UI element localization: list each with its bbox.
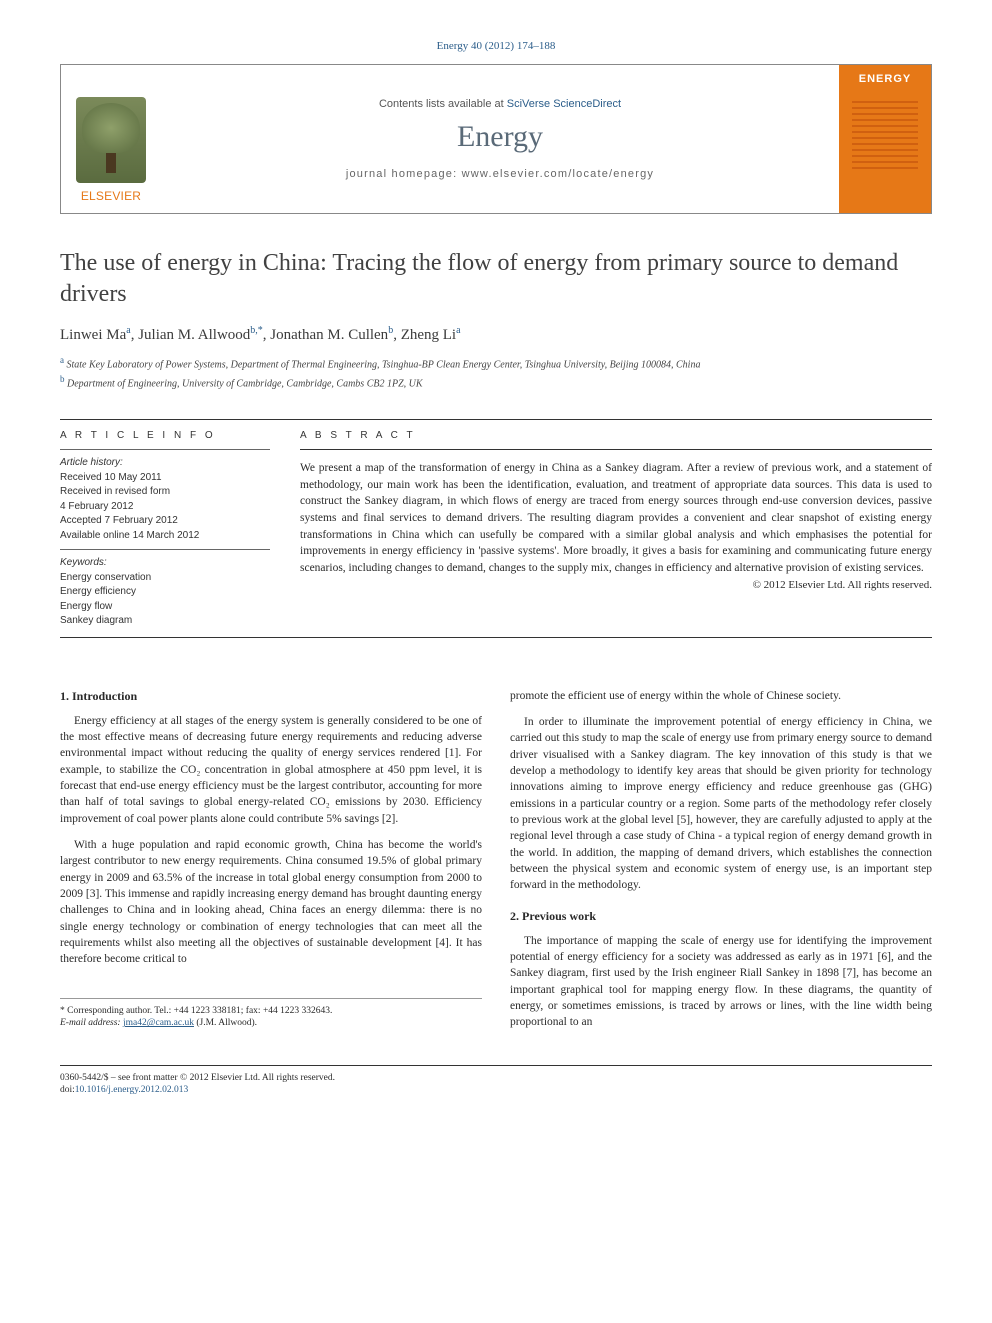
keyword-1: Energy conservation (60, 572, 151, 583)
cover-title: ENERGY (859, 73, 911, 85)
section-1-para-4: In order to illuminate the improvement p… (510, 714, 932, 894)
sciencedirect-link[interactable]: SciVerse ScienceDirect (507, 98, 621, 110)
section-1-para-1: Energy efficiency at all stages of the e… (60, 713, 482, 827)
footer-doi-link[interactable]: 10.1016/j.energy.2012.02.013 (75, 1085, 188, 1095)
journal-cover-thumbnail: ENERGY (839, 65, 931, 213)
journal-header-center: Contents lists available at SciVerse Sci… (161, 65, 839, 213)
history-revised: Received in revised form (60, 486, 170, 497)
author-1: Linwei Ma (60, 327, 126, 343)
elsevier-tree-icon (76, 97, 146, 183)
contents-available-line: Contents lists available at SciVerse Sci… (379, 98, 621, 110)
history-online: Available online 14 March 2012 (60, 530, 199, 541)
affiliation-b: b Department of Engineering, University … (60, 373, 932, 391)
footer-doi-label: doi: (60, 1085, 75, 1095)
author-4: Zheng Li (401, 327, 456, 343)
body-col-right: promote the efficient use of energy with… (510, 688, 932, 1041)
author-3: Jonathan M. Cullen (270, 327, 388, 343)
affiliation-a: a State Key Laboratory of Power Systems,… (60, 354, 932, 372)
footer-doi-line: doi:10.1016/j.energy.2012.02.013 (60, 1084, 482, 1097)
author-2-corr: * (258, 325, 263, 336)
body-two-column: 1. Introduction Energy efficiency at all… (60, 688, 932, 1041)
section-2-para-1: The importance of mapping the scale of e… (510, 933, 932, 1031)
history-label: Article history: (60, 457, 123, 468)
body-col-left: 1. Introduction Energy efficiency at all… (60, 688, 482, 1041)
article-info-column: A R T I C L E I N F O Article history: R… (60, 430, 270, 629)
divider (60, 549, 270, 550)
article-title: The use of energy in China: Tracing the … (60, 248, 932, 309)
divider (300, 449, 932, 450)
footer-left: 0360-5442/$ – see front matter © 2012 El… (60, 1072, 482, 1098)
affiliation-a-text: State Key Laboratory of Power Systems, D… (67, 360, 701, 371)
affiliation-b-text: Department of Engineering, University of… (67, 378, 423, 389)
abstract-label: A B S T R A C T (300, 430, 932, 441)
section-1-heading: 1. Introduction (60, 688, 482, 705)
keywords-label: Keywords: (60, 557, 107, 568)
section-1-para-3: promote the efficient use of energy with… (510, 688, 932, 704)
history-revised-date: 4 February 2012 (60, 501, 133, 512)
keyword-3: Energy flow (60, 601, 112, 612)
divider (60, 637, 932, 638)
keywords-block: Keywords: Energy conservation Energy eff… (60, 556, 270, 629)
section-1-para-2: With a huge population and rapid economi… (60, 837, 482, 968)
keyword-2: Energy efficiency (60, 586, 136, 597)
section-2-heading: 2. Previous work (510, 908, 932, 925)
info-abstract-row: A R T I C L E I N F O Article history: R… (60, 430, 932, 629)
footer-right (510, 1072, 932, 1098)
author-2-aff: b, (250, 325, 258, 336)
corr-email-line: E-mail address: jma42@cam.ac.uk (J.M. Al… (60, 1017, 482, 1030)
journal-homepage[interactable]: journal homepage: www.elsevier.com/locat… (346, 168, 654, 180)
corr-phone: * Corresponding author. Tel.: +44 1223 3… (60, 1005, 482, 1018)
author-1-aff: a (126, 325, 130, 336)
abstract-text: We present a map of the transformation o… (300, 460, 932, 577)
keyword-4: Sankey diagram (60, 615, 132, 626)
corr-email-label: E-mail address: (60, 1018, 123, 1028)
abstract-copyright: © 2012 Elsevier Ltd. All rights reserved… (300, 579, 932, 591)
publisher-logo: ELSEVIER (61, 65, 161, 213)
cover-art-icon (852, 99, 918, 169)
journal-header: ELSEVIER Contents lists available at Sci… (60, 64, 932, 214)
abstract-column: A B S T R A C T We present a map of the … (300, 430, 932, 629)
corr-email-who: (J.M. Allwood). (194, 1018, 257, 1028)
journal-reference: Energy 40 (2012) 174–188 (60, 40, 932, 52)
author-list: Linwei Maa, Julian M. Allwoodb,*, Jonath… (60, 325, 932, 344)
footer-issn: 0360-5442/$ – see front matter © 2012 El… (60, 1072, 482, 1085)
article-history: Article history: Received 10 May 2011 Re… (60, 456, 270, 543)
page-footer: 0360-5442/$ – see front matter © 2012 El… (60, 1065, 932, 1098)
article-info-label: A R T I C L E I N F O (60, 430, 270, 441)
author-2: Julian M. Allwood (138, 327, 250, 343)
contents-prefix: Contents lists available at (379, 98, 507, 110)
history-received: Received 10 May 2011 (60, 472, 162, 483)
divider (60, 419, 932, 420)
corr-email-link[interactable]: jma42@cam.ac.uk (123, 1018, 194, 1028)
publisher-name: ELSEVIER (81, 189, 141, 203)
author-3-aff: b (388, 325, 393, 336)
author-4-aff: a (456, 325, 460, 336)
journal-title: Energy (457, 120, 543, 154)
affiliation-list: a State Key Laboratory of Power Systems,… (60, 354, 932, 391)
divider (60, 449, 270, 450)
history-accepted: Accepted 7 February 2012 (60, 515, 178, 526)
corresponding-author-note: * Corresponding author. Tel.: +44 1223 3… (60, 998, 482, 1031)
